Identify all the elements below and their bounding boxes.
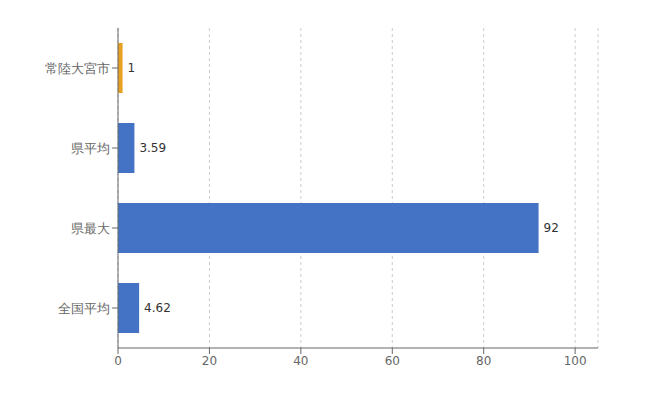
svg-text:100: 100 — [564, 354, 587, 368]
svg-text:92: 92 — [544, 221, 559, 235]
svg-text:20: 20 — [202, 354, 217, 368]
svg-text:常陸大宮市: 常陸大宮市 — [45, 61, 110, 76]
svg-text:80: 80 — [476, 354, 491, 368]
svg-text:1: 1 — [128, 61, 136, 75]
svg-text:県平均: 県平均 — [71, 141, 110, 156]
svg-text:4.62: 4.62 — [144, 301, 171, 315]
svg-text:県最大: 県最大 — [71, 221, 110, 236]
svg-text:0: 0 — [114, 354, 122, 368]
svg-text:60: 60 — [385, 354, 400, 368]
svg-text:全国平均: 全国平均 — [58, 301, 110, 316]
svg-text:40: 40 — [293, 354, 308, 368]
svg-text:3.59: 3.59 — [139, 141, 166, 155]
